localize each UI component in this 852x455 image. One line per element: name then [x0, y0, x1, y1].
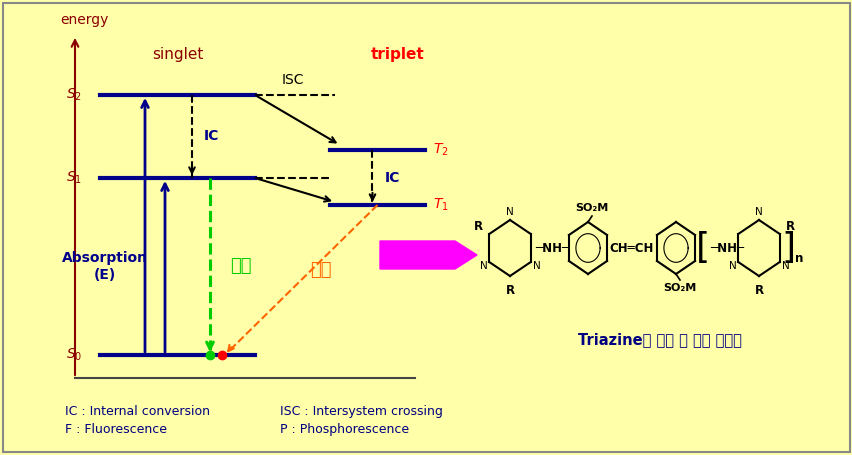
- Text: energy: energy: [60, 13, 108, 27]
- Text: CH═CH: CH═CH: [609, 242, 653, 254]
- Text: N: N: [505, 207, 513, 217]
- Text: N: N: [728, 261, 735, 271]
- Text: N: N: [754, 207, 762, 217]
- Text: ISC : Intersystem crossing
P : Phosphorescence: ISC : Intersystem crossing P : Phosphore…: [279, 405, 442, 436]
- Text: Triazine계 형광 및 인광 흡수제: Triazine계 형광 및 인광 흡수제: [577, 333, 740, 348]
- Text: $S_2$: $S_2$: [66, 87, 82, 103]
- Text: $T_2$: $T_2$: [433, 142, 448, 158]
- Text: R: R: [474, 221, 483, 233]
- Text: singlet: singlet: [152, 47, 203, 62]
- Text: IC: IC: [204, 130, 219, 143]
- Text: n: n: [794, 252, 803, 264]
- Text: [: [: [695, 231, 709, 265]
- Text: 형광: 형광: [230, 258, 251, 275]
- Text: N: N: [532, 261, 540, 271]
- Text: ISC: ISC: [281, 73, 303, 87]
- Text: triplet: triplet: [370, 47, 424, 62]
- Text: SO₂M: SO₂M: [575, 203, 608, 213]
- Text: SO₂M: SO₂M: [663, 283, 696, 293]
- Text: R: R: [753, 283, 763, 297]
- Text: 인광: 인광: [309, 261, 331, 279]
- Text: IC: IC: [384, 171, 400, 184]
- Text: IC : Internal conversion
F : Fluorescence: IC : Internal conversion F : Fluorescenc…: [65, 405, 210, 436]
- FancyArrow shape: [379, 241, 476, 269]
- Text: R: R: [505, 283, 514, 297]
- Text: $T_1$: $T_1$: [433, 197, 448, 213]
- Text: N: N: [780, 261, 789, 271]
- Text: $S_0$: $S_0$: [66, 347, 82, 363]
- Text: ─NH─: ─NH─: [709, 242, 743, 254]
- Text: Absorption
(E): Absorption (E): [62, 252, 148, 282]
- Text: R: R: [785, 221, 794, 233]
- Text: N: N: [479, 261, 486, 271]
- Text: $S_1$: $S_1$: [66, 170, 82, 186]
- Text: ]: ]: [781, 231, 795, 265]
- Text: ─NH─: ─NH─: [534, 242, 568, 254]
